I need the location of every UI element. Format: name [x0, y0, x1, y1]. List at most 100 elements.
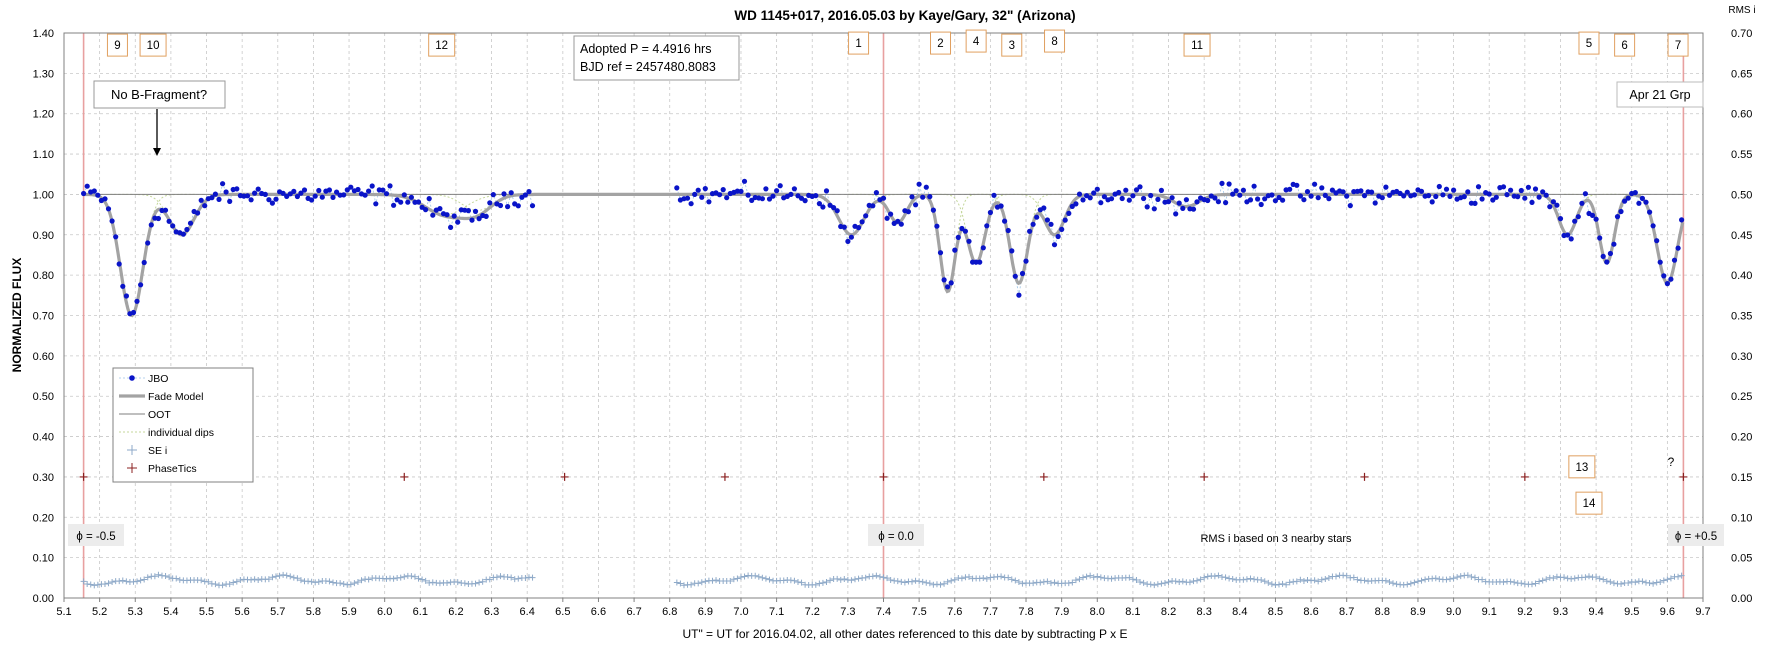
- jbo-point: [1155, 196, 1161, 202]
- sei-cross: [1065, 580, 1072, 587]
- jbo-point: [884, 215, 890, 221]
- jbo-point: [1066, 210, 1072, 216]
- sei-cross: [976, 575, 983, 582]
- x-tick-label: 9.2: [1517, 606, 1532, 618]
- jbo-point: [1005, 227, 1011, 234]
- jbo-point: [973, 259, 979, 265]
- sei-cross: [837, 576, 844, 583]
- x-tick-label: 7.8: [1018, 606, 1033, 618]
- jbo-point: [227, 198, 233, 204]
- jbo-point: [1076, 191, 1083, 197]
- sei-cross: [1407, 580, 1414, 587]
- sei-cross: [390, 575, 397, 582]
- sei-cross: [709, 577, 716, 584]
- jbo-point: [991, 192, 997, 198]
- jbo-point: [1604, 259, 1610, 265]
- jbo-point: [1312, 181, 1318, 187]
- dip-label-box: [1183, 33, 1211, 57]
- jbo-point: [1016, 292, 1022, 298]
- jbo-point: [1543, 192, 1549, 198]
- jbo-point: [930, 207, 937, 213]
- sei-cross: [766, 576, 773, 583]
- y2-tick-label: 0.10: [1731, 512, 1752, 524]
- jbo-point: [1212, 195, 1218, 201]
- sei-cross: [1447, 575, 1454, 582]
- jbo-point: [348, 184, 354, 190]
- jbo-point: [1379, 195, 1385, 201]
- jbo-point: [1048, 221, 1054, 227]
- jbo-point: [1593, 216, 1599, 222]
- jbo-point: [984, 223, 990, 229]
- sei-cross: [134, 578, 141, 585]
- sei-cross: [454, 579, 461, 586]
- sei-cross: [1536, 578, 1543, 585]
- jbo-point: [816, 201, 823, 207]
- sei-cross: [1610, 580, 1617, 587]
- sei-cross: [1276, 581, 1282, 588]
- jbo-point: [1133, 187, 1140, 193]
- jbo-point: [920, 194, 926, 200]
- jbo-point: [717, 192, 723, 198]
- jbo-point: [234, 186, 240, 192]
- sei-cross: [429, 579, 436, 586]
- jbo-point: [252, 190, 258, 196]
- jbo-point: [724, 195, 730, 201]
- sei-cross: [251, 576, 258, 583]
- period-annotation-box: Adopted P = 4.4916 hrs BJD ref = 2457480…: [573, 35, 740, 81]
- y2-tick-label: 0.60: [1731, 109, 1752, 121]
- jbo-point: [1486, 191, 1492, 197]
- x-tick-label: 8.8: [1375, 606, 1390, 618]
- jbo-point: [955, 234, 961, 240]
- sei-cross: [1382, 577, 1389, 584]
- sei-cross: [1333, 573, 1340, 580]
- jbo-point: [1205, 197, 1211, 204]
- phase-tic: [1360, 472, 1369, 481]
- jbo-point: [1098, 200, 1104, 206]
- jbo-point: [1600, 253, 1606, 259]
- legend-item-oot: OOT: [119, 409, 171, 421]
- jbo-point: [1119, 195, 1125, 202]
- jbo-point: [1023, 258, 1029, 264]
- jbo-point: [1019, 270, 1026, 277]
- jbo-point: [777, 183, 783, 189]
- sei-cross: [265, 576, 272, 583]
- sei-cross: [1639, 578, 1646, 585]
- jbo-point: [170, 223, 176, 229]
- jbo-point: [148, 222, 154, 228]
- jbo-point: [1443, 186, 1450, 192]
- jbo-point: [91, 188, 97, 194]
- sei-cross: [426, 579, 433, 586]
- x-tick-label: 5.6: [235, 606, 250, 618]
- sei-cross: [1019, 580, 1026, 587]
- jbo-point: [1461, 194, 1467, 200]
- phase-zero-text: ϕ = 0.0: [878, 531, 914, 543]
- jbo-point: [952, 247, 958, 253]
- jbo-point: [141, 259, 147, 266]
- jbo-point: [831, 205, 837, 211]
- sei-cross: [205, 578, 212, 585]
- sei-cross: [162, 573, 169, 580]
- x-tick-label: 9.4: [1588, 606, 1603, 618]
- jbo-point: [1030, 221, 1036, 227]
- sei-cross: [1532, 580, 1539, 587]
- phase-tic: [79, 472, 88, 481]
- sei-cross: [919, 578, 926, 585]
- sei-cross: [1300, 577, 1307, 584]
- phase-lines: [82, 33, 1685, 598]
- sei-cross: [1083, 573, 1090, 580]
- jbo-point: [487, 200, 493, 206]
- sei-cross: [876, 573, 883, 580]
- grid-lines: [63, 32, 1704, 599]
- sei-cross: [1293, 578, 1300, 585]
- x-tick-label: 8.6: [1303, 606, 1318, 618]
- jbo-point: [166, 218, 172, 224]
- jbo-point: [845, 238, 851, 244]
- jbo-point: [788, 191, 794, 197]
- jbo-point: [1223, 200, 1229, 206]
- jbo-point: [316, 187, 322, 194]
- jbo-point: [1262, 196, 1268, 202]
- x-tick-label: 7.2: [805, 606, 820, 618]
- phase-tic: [1200, 472, 1209, 481]
- bjd-ref-text: BJD ref = 2457480.8083: [580, 60, 716, 74]
